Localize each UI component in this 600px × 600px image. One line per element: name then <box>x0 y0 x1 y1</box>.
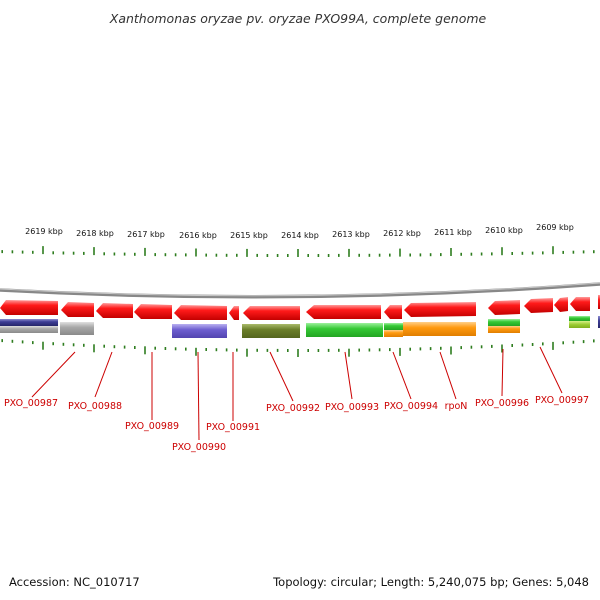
gene-arrow[interactable] <box>306 305 381 319</box>
gene-label[interactable]: PXO_00993 <box>325 402 379 413</box>
genome-backbone <box>0 282 600 299</box>
leader-line <box>501 348 504 397</box>
scale-label: 2613 kbp <box>332 230 370 239</box>
feature-band[interactable] <box>0 326 58 333</box>
scale-label: 2611 kbp <box>434 228 472 237</box>
gene-arrow[interactable] <box>554 297 568 312</box>
gene-arrow[interactable] <box>61 302 94 317</box>
feature-band[interactable] <box>384 330 403 337</box>
leader-line <box>344 351 353 400</box>
gene-arrow[interactable] <box>134 304 172 319</box>
feature-band[interactable] <box>488 319 520 326</box>
gene-arrow[interactable] <box>404 302 476 317</box>
gene-arrow[interactable] <box>524 298 553 313</box>
gene-arrow[interactable] <box>570 297 590 311</box>
gene-label[interactable]: rpoN <box>445 401 468 412</box>
scale-label: 2614 kbp <box>281 231 319 240</box>
gene-label[interactable]: PXO_00990 <box>172 442 226 453</box>
accession: Accession: NC_010717 <box>9 575 140 589</box>
scale-ticks-top <box>1 246 595 257</box>
scale-label: 2609 kbp <box>536 223 574 232</box>
gene-arrow[interactable] <box>229 306 239 320</box>
leader-line <box>269 351 294 402</box>
feature-band[interactable] <box>242 324 300 338</box>
scale-label: 2617 kbp <box>127 230 165 239</box>
gene-label[interactable]: PXO_00997 <box>535 395 589 406</box>
feature-band[interactable] <box>598 316 600 328</box>
gene-arrow[interactable] <box>488 300 520 315</box>
feature-band[interactable] <box>172 324 227 338</box>
leader-line <box>94 351 113 398</box>
scale-label: 2612 kbp <box>383 229 421 238</box>
gene-label[interactable]: PXO_00992 <box>266 403 320 414</box>
feature-track <box>0 316 600 338</box>
feature-band[interactable] <box>306 323 383 337</box>
scale-label: 2610 kbp <box>485 226 523 235</box>
gene-label-leaders <box>31 346 563 441</box>
gene-label[interactable]: PXO_00988 <box>68 401 122 412</box>
feature-band[interactable] <box>384 323 403 330</box>
gene-label[interactable]: PXO_00994 <box>384 401 438 412</box>
scale-label: 2616 kbp <box>179 231 217 240</box>
scale-label: 2619 kbp <box>25 227 63 236</box>
leader-line <box>539 346 563 394</box>
leader-line <box>392 351 412 400</box>
leader-line <box>197 351 200 441</box>
scale-ticks-bottom <box>1 339 595 357</box>
gene-arrow[interactable] <box>174 305 227 320</box>
genome-summary: Topology: circular; Length: 5,240,075 bp… <box>272 575 589 589</box>
leader-line <box>31 351 76 398</box>
gene-arrow[interactable] <box>384 305 402 319</box>
map-title: Xanthomonas oryzae pv. oryzae PXO99A, co… <box>109 11 487 26</box>
scale-labels: 2619 kbp 2618 kbp 2617 kbp 2616 kbp 2615… <box>25 223 574 240</box>
gene-arrow[interactable] <box>243 306 300 320</box>
feature-band[interactable] <box>569 316 590 321</box>
gene-arrow[interactable] <box>96 303 133 318</box>
feature-band[interactable] <box>60 322 94 335</box>
genome-backbone-highlight <box>0 282 600 297</box>
leader-line <box>439 351 457 400</box>
gene-label[interactable]: PXO_00989 <box>125 421 179 432</box>
scale-label: 2615 kbp <box>230 231 268 240</box>
feature-band[interactable] <box>0 319 58 326</box>
gene-label[interactable]: PXO_00991 <box>206 422 260 433</box>
feature-band[interactable] <box>569 321 590 328</box>
gene-label[interactable]: PXO_00996 <box>475 398 529 409</box>
gene-arrow[interactable] <box>0 300 58 315</box>
gene-track <box>0 295 600 320</box>
gene-label[interactable]: PXO_00987 <box>4 398 58 409</box>
feature-band[interactable] <box>488 326 520 333</box>
feature-band[interactable] <box>403 322 476 336</box>
gene-labels: PXO_00987 PXO_00988 PXO_00989 PXO_00990 … <box>4 395 589 453</box>
scale-label: 2618 kbp <box>76 229 114 238</box>
